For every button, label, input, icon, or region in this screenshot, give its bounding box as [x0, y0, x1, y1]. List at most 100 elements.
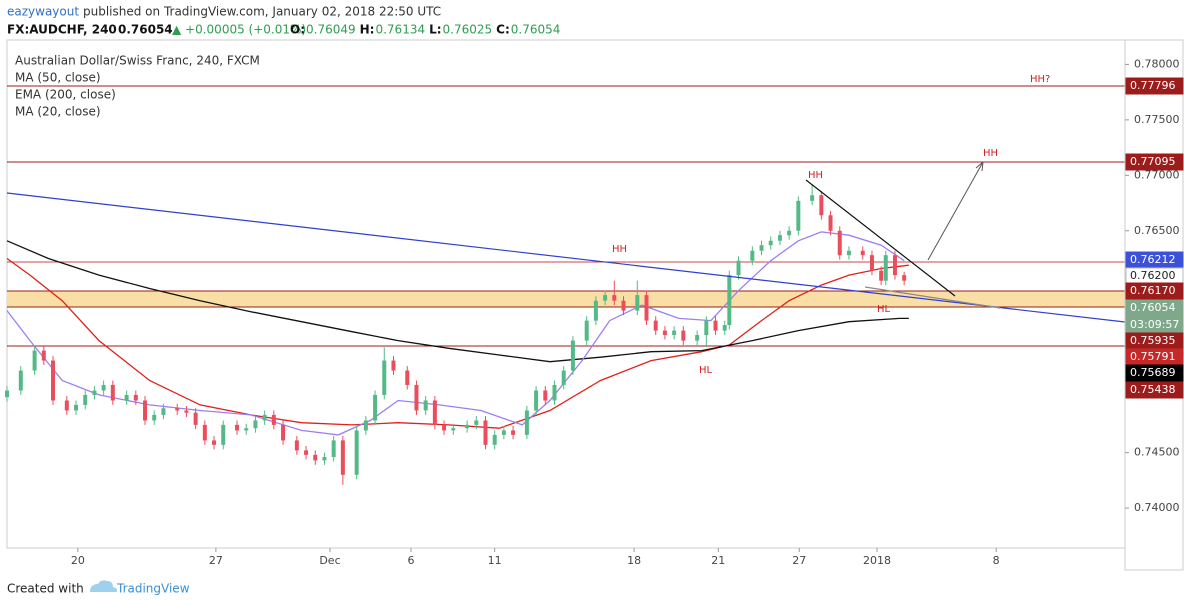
candle-body: [474, 420, 479, 425]
ohlc: O: 0.76049 H: 0.76134 L: 0.76025 C: 0.76054: [290, 23, 560, 37]
candle-body: [253, 420, 258, 429]
trend-line: [864, 286, 1001, 309]
candle-body: [32, 350, 37, 371]
candle-body: [511, 430, 516, 435]
legend-entry: MA (50, close): [15, 71, 101, 85]
candle-body: [681, 330, 686, 341]
candle-body: [662, 330, 667, 336]
annotation: HH: [983, 148, 998, 159]
annotation: HH: [808, 170, 823, 181]
author[interactable]: eazywayout: [7, 5, 79, 19]
candle-body: [373, 394, 378, 421]
candle-body: [235, 424, 240, 431]
symbol: FX:AUDCHF, 240: [7, 23, 117, 37]
candle-body: [759, 245, 764, 251]
x-tick-label: 20: [71, 554, 85, 567]
candle-body: [612, 295, 617, 301]
candle-body: [837, 230, 842, 256]
candle-body: [695, 335, 700, 341]
candle-body: [18, 370, 23, 391]
candle-body: [603, 295, 608, 301]
candle-body: [212, 440, 217, 445]
price-label-box: [1125, 299, 1184, 317]
price-labels: 0.78000 0.77500 0.77000 0.76500 0.74500 0.740…: [1125, 57, 1184, 514]
price-label: 0.76054: [1130, 301, 1176, 314]
candle-body: [5, 390, 9, 398]
candle-body: [133, 394, 138, 401]
candle-body: [534, 390, 539, 411]
legend-entry: MA (20, close): [15, 105, 101, 119]
x-tick-label: 8: [993, 554, 1000, 567]
candle-body: [570, 340, 575, 371]
x-tick-label: 18: [627, 554, 641, 567]
published: published on TradingView.com, January 02…: [83, 5, 441, 19]
candle-body: [902, 275, 907, 281]
candle-body: [828, 215, 833, 231]
ohlc-key: C:: [496, 23, 510, 37]
candle-body: [442, 424, 447, 431]
candle-body: [777, 235, 782, 241]
candle-body: [92, 390, 97, 395]
candle-body: [432, 400, 437, 425]
y-tick-label: 0.74500: [1134, 446, 1180, 459]
footer-brand[interactable]: TradingView: [116, 582, 190, 596]
candle-body: [483, 420, 488, 445]
annotation: HH?: [1030, 74, 1050, 85]
candle-body: [451, 428, 456, 431]
price-label: 0.75935: [1130, 334, 1176, 347]
ohlc-value: 0.76054: [511, 23, 561, 37]
candle-body: [644, 295, 649, 321]
price-label: 0.75438: [1130, 383, 1176, 396]
candle-body: [262, 414, 267, 421]
candle-body: [152, 414, 157, 421]
x-tick-label: 6: [407, 554, 414, 567]
candle-body: [465, 424, 470, 429]
candle-body: [331, 440, 336, 458]
candle-body: [143, 400, 148, 421]
ma-line: [6, 257, 909, 429]
ohlc-value: 0.76134: [375, 23, 425, 37]
candle-body: [492, 434, 497, 445]
candle-body: [593, 300, 598, 321]
candle-body: [271, 414, 276, 425]
price-label-box: [1125, 153, 1184, 171]
footer-created: Created with: [7, 582, 84, 596]
annotation: HH: [612, 244, 627, 255]
candle-body: [672, 330, 677, 336]
candle-body: [304, 450, 309, 455]
candle-body: [796, 200, 801, 231]
y-tick-label: 0.77500: [1134, 113, 1180, 126]
annotation: HL: [699, 365, 713, 376]
ma-line: [6, 240, 909, 363]
price-label: 0.77796: [1130, 79, 1176, 92]
candle-body: [750, 250, 755, 261]
candle-body: [64, 400, 69, 411]
x-tick-label: 11: [488, 554, 502, 567]
x-tick-label: Dec: [319, 554, 340, 567]
candle-body: [524, 410, 529, 435]
candle-body: [768, 240, 773, 246]
candle-body: [879, 270, 884, 281]
candle-body: [41, 350, 46, 361]
price-label: 0.76170: [1130, 284, 1176, 297]
arrow-head: [975, 161, 984, 172]
price-label: 0.76200: [1130, 269, 1176, 282]
candle-body: [294, 440, 299, 451]
price-label: 0.77095: [1130, 155, 1176, 168]
candle-body: [892, 255, 897, 276]
candle-body: [51, 360, 56, 401]
price-label-box: [1125, 282, 1184, 300]
candle-body: [561, 370, 566, 385]
candle-body: [736, 260, 741, 276]
price-label: 0.75689: [1130, 366, 1176, 379]
candle-body: [621, 300, 626, 311]
y-tick-label: 0.76500: [1134, 224, 1180, 237]
candle-body: [635, 295, 640, 311]
candle-body: [74, 404, 79, 411]
y-tick-label: 0.77000: [1134, 168, 1180, 181]
trend-line: [805, 179, 956, 297]
candle-body: [322, 457, 327, 461]
candle-body: [653, 320, 658, 331]
candle-body: [423, 400, 428, 411]
